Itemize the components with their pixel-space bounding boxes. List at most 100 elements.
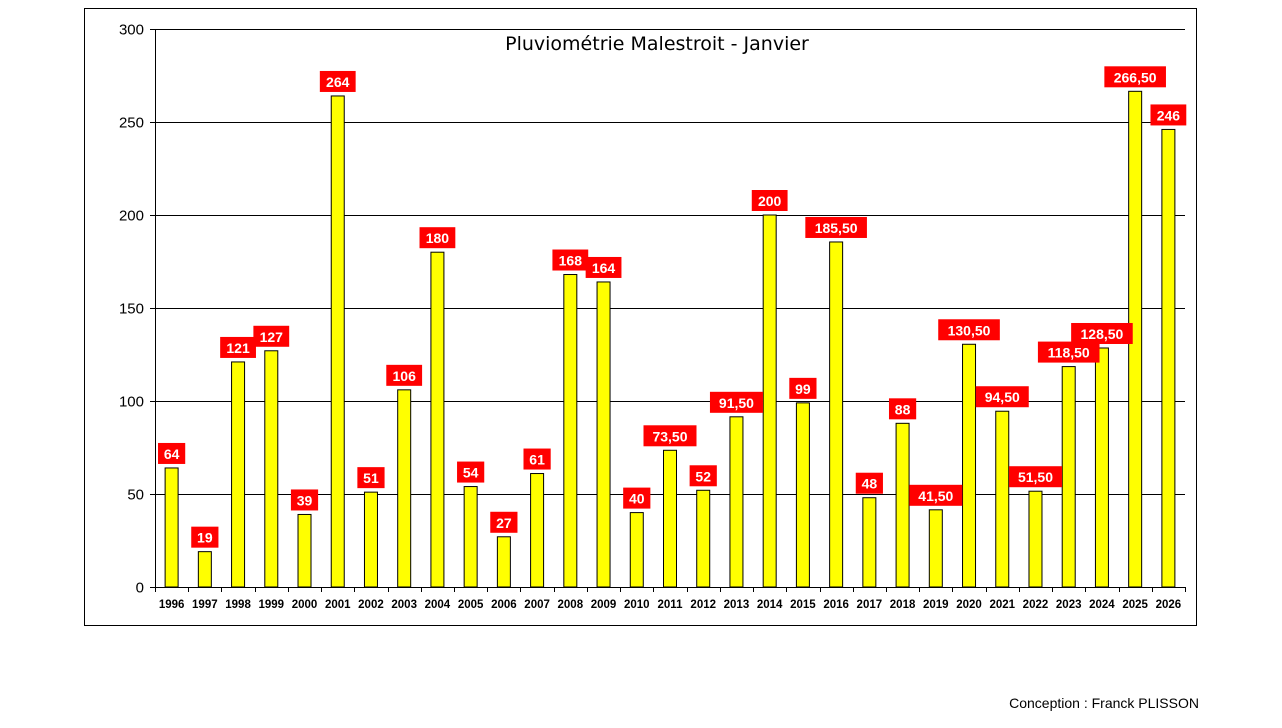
x-tick-label: 2002	[358, 599, 384, 611]
x-tick-label: 2023	[1056, 599, 1082, 611]
data-label-box	[643, 425, 697, 447]
bar	[197, 551, 212, 588]
bar	[1161, 128, 1176, 588]
footer-credit: Conception : Franck PLISSON	[1009, 695, 1199, 711]
data-label: 130,50	[948, 322, 991, 338]
data-label-box	[523, 448, 551, 470]
x-tick-label: 1998	[225, 599, 251, 611]
data-label-box	[909, 484, 963, 506]
data-label-box	[623, 487, 651, 509]
x-tick-label: 2022	[1023, 599, 1049, 611]
data-label: 61	[529, 452, 545, 468]
bar	[430, 251, 445, 588]
bar	[164, 467, 179, 588]
bar	[563, 274, 578, 588]
y-tick-label: 50	[127, 487, 144, 504]
x-tick-label: 1997	[192, 599, 218, 611]
x-tick-label: 2026	[1156, 599, 1182, 611]
data-label: 64	[164, 446, 180, 462]
x-tick-label: 2024	[1089, 599, 1115, 611]
data-label: 180	[426, 230, 450, 246]
data-label: 164	[592, 260, 616, 276]
data-label-box	[319, 70, 356, 92]
bar	[795, 402, 810, 588]
x-tick-label: 2017	[857, 599, 883, 611]
chart-title: Pluviométrie Malestroit - Janvier	[505, 33, 809, 55]
bar	[962, 343, 977, 588]
x-tick-label: 2005	[458, 599, 484, 611]
x-tick-label: 2013	[724, 599, 750, 611]
bar	[463, 486, 478, 588]
bar	[629, 512, 644, 588]
data-label: 73,50	[652, 428, 687, 444]
data-label-box	[1150, 104, 1187, 126]
data-label: 118,50	[1048, 345, 1090, 361]
x-tick-label: 2021	[989, 599, 1015, 611]
data-label: 27	[496, 515, 512, 531]
y-tick-label: 300	[119, 22, 144, 39]
x-tick-label: 2018	[890, 599, 916, 611]
x-tick-label: 2001	[325, 599, 351, 611]
x-tick-label: 2011	[658, 599, 684, 611]
y-tick-label: 100	[119, 394, 144, 411]
data-label: 52	[695, 468, 711, 484]
data-label-box	[585, 256, 622, 278]
data-label-box	[975, 386, 1029, 408]
data-label-box	[490, 511, 518, 533]
bar	[829, 241, 844, 588]
data-label-box	[709, 391, 763, 413]
bar	[696, 489, 711, 588]
bar	[862, 497, 877, 588]
data-label: 51	[363, 470, 379, 486]
x-tick-label: 2019	[923, 599, 949, 611]
data-label: 91,50	[719, 395, 754, 411]
data-label-box	[789, 377, 817, 399]
x-tick-label: 2016	[823, 599, 849, 611]
x-tick-label: 1996	[159, 599, 185, 611]
bar	[928, 509, 943, 588]
y-tick-label: 0	[136, 580, 144, 597]
bar	[1094, 347, 1109, 588]
data-label: 19	[197, 530, 213, 546]
data-label: 99	[795, 381, 811, 397]
data-label: 54	[463, 465, 479, 481]
x-tick-label: 1999	[258, 599, 284, 611]
y-tick-label: 200	[119, 208, 144, 225]
data-label: 200	[758, 193, 782, 209]
data-label-box	[805, 216, 867, 238]
bar	[663, 449, 677, 588]
data-label: 121	[226, 340, 250, 356]
data-label: 106	[393, 368, 417, 384]
data-label: 40	[629, 491, 645, 507]
data-label-box	[888, 398, 917, 420]
x-tick-label: 2004	[425, 599, 451, 611]
data-label: 246	[1157, 107, 1181, 123]
data-label-box	[386, 364, 423, 386]
x-tick-label: 2007	[524, 599, 550, 611]
x-tick-label: 2014	[757, 599, 783, 611]
bar	[330, 95, 345, 588]
bar	[530, 473, 545, 588]
x-tick-label: 2012	[690, 599, 716, 611]
data-label-box	[191, 526, 219, 548]
data-label: 51,50	[1018, 469, 1053, 485]
data-label: 264	[326, 74, 350, 90]
data-label: 48	[862, 476, 878, 492]
data-label-box	[357, 467, 385, 489]
data-label-box	[1071, 322, 1133, 344]
data-label-box	[1037, 341, 1100, 363]
x-tick-label: 2020	[956, 599, 982, 611]
data-label-box	[689, 465, 717, 487]
bar	[1061, 366, 1076, 588]
data-label-box	[158, 442, 186, 464]
bar	[231, 361, 246, 588]
data-label: 94,50	[985, 389, 1020, 405]
bar	[264, 350, 279, 588]
data-label-box	[220, 336, 256, 358]
data-label-box	[253, 325, 290, 347]
data-label: 266,50	[1114, 69, 1157, 85]
bar	[496, 536, 511, 588]
data-label: 185,50	[815, 220, 858, 236]
data-label-box	[938, 319, 1000, 341]
